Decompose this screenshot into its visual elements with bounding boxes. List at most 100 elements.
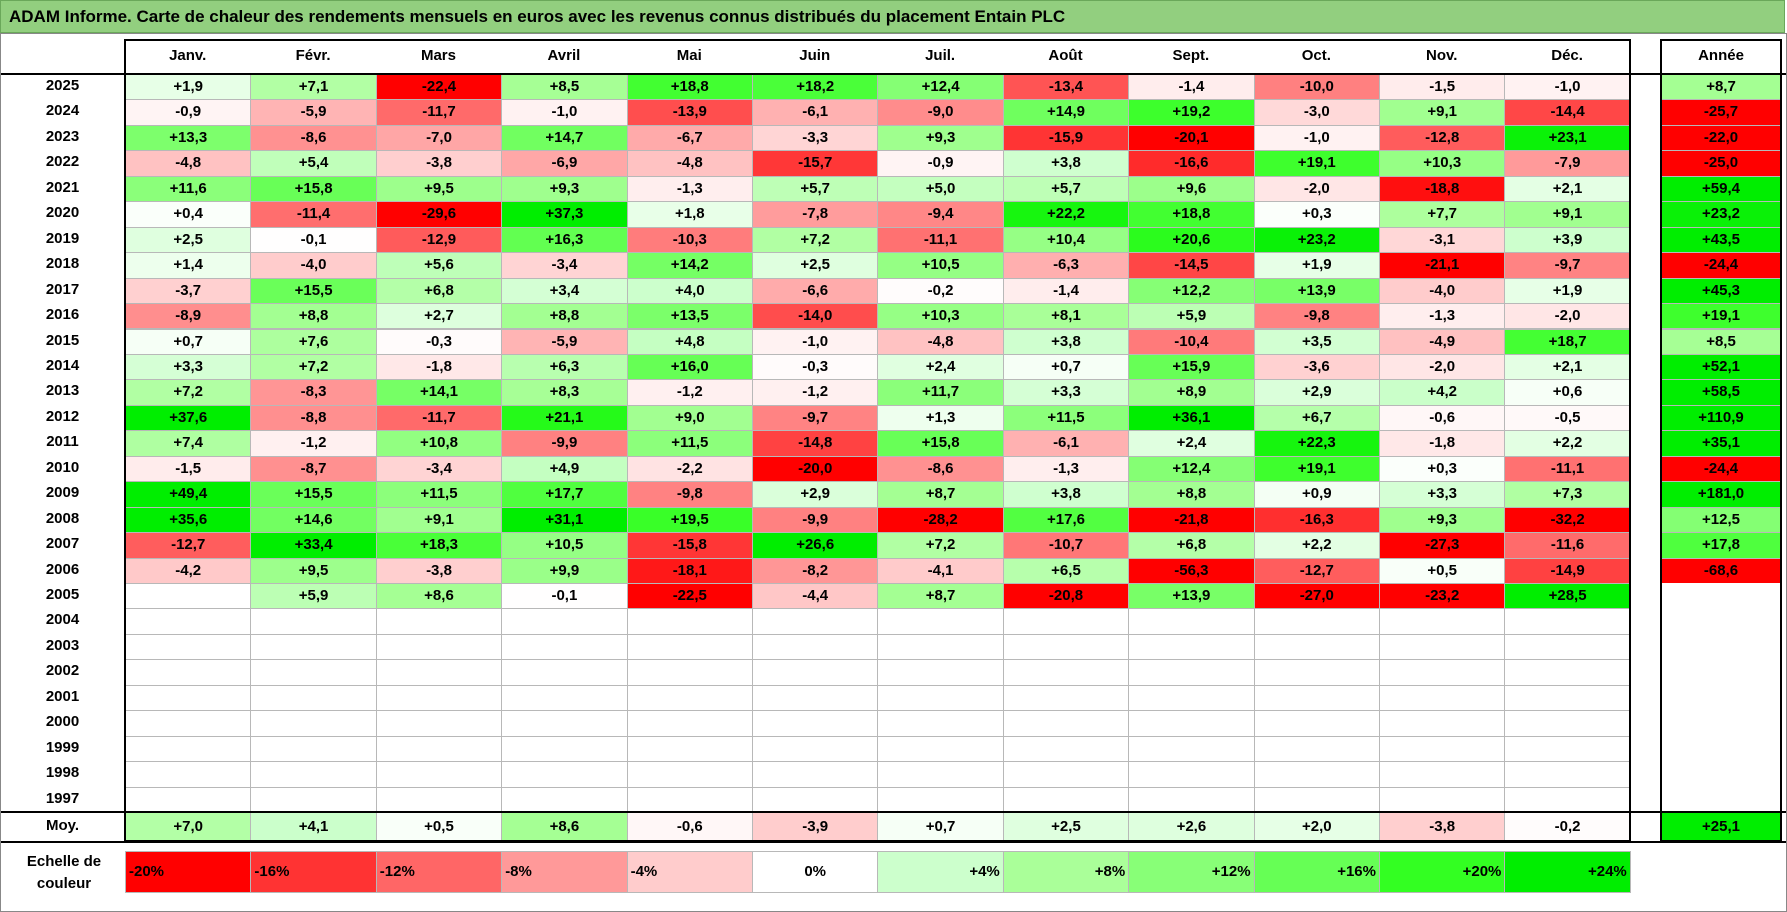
heatmap-cell: -0,2 — [877, 277, 1004, 305]
color-scale-step: +4% — [877, 851, 1004, 893]
heatmap-cell: +14,1 — [375, 379, 503, 406]
heatmap-cell: +19,5 — [626, 506, 753, 534]
heatmap-cell — [250, 761, 377, 788]
heatmap-cell: -7,9 — [1504, 150, 1631, 177]
year-label: 2024 — [45, 102, 80, 120]
heatmap-cell: +7,1 — [250, 74, 377, 101]
annual-cell — [1660, 761, 1782, 788]
annual-cell: +8,7 — [1660, 74, 1782, 101]
heatmap-cell: -14,5 — [1128, 252, 1255, 279]
heatmap-cell: -5,9 — [501, 328, 628, 355]
heatmap-cell — [1128, 710, 1255, 737]
year-label: 2000 — [45, 713, 80, 731]
heatmap-cell — [1253, 761, 1380, 788]
year-label: 2019 — [45, 229, 80, 247]
heatmap-cell — [125, 608, 252, 635]
heatmap-cell — [250, 735, 377, 763]
heatmap-cell — [752, 659, 879, 686]
heatmap-cell: -9,8 — [626, 481, 753, 508]
year-label: 2017 — [45, 280, 80, 298]
heatmap-cell: +8,1 — [1002, 303, 1130, 330]
heatmap-cell: +1,3 — [877, 404, 1004, 432]
heatmap-cell — [1504, 786, 1631, 814]
year-label: 2004 — [45, 611, 80, 629]
heatmap-cell: +11,6 — [125, 175, 252, 203]
month-header: Oct. — [1301, 47, 1331, 64]
heatmap-cell: -2,0 — [1504, 303, 1631, 330]
heatmap-cell: -6,7 — [626, 124, 753, 152]
heatmap-cell: -16,6 — [1128, 150, 1255, 177]
heatmap-cell — [1504, 735, 1631, 763]
heatmap-cell: -3,7 — [125, 277, 252, 305]
heatmap-cell: +10,5 — [501, 532, 628, 559]
heatmap-cell: +9,3 — [501, 175, 628, 203]
heatmap-cell — [1253, 786, 1380, 814]
heatmap-cell: +5,4 — [250, 150, 377, 177]
annual-cell — [1660, 583, 1782, 610]
heatmap-cell: +6,8 — [375, 277, 503, 305]
heatmap-cell: +5,6 — [375, 252, 503, 279]
heatmap-cell: +3,3 — [1002, 379, 1130, 406]
heatmap-cell: +11,5 — [1002, 404, 1130, 432]
color-scale-step: 0% — [752, 851, 879, 893]
heatmap-cell: +14,2 — [626, 252, 753, 279]
heatmap-cell: +0,4 — [125, 201, 252, 228]
heatmap-cell: +4,0 — [626, 277, 753, 305]
heatmap-cell: -4,4 — [752, 583, 879, 610]
heatmap-cell — [1504, 608, 1631, 635]
heatmap-cell — [1128, 659, 1255, 686]
heatmap-cell — [1504, 659, 1631, 686]
heatmap-cell: -20,0 — [752, 455, 879, 483]
heatmap-cell: -9,9 — [501, 430, 628, 457]
heatmap-cell — [1253, 659, 1380, 686]
heatmap-cell — [1253, 633, 1380, 661]
heatmap-cell: +9,6 — [1128, 175, 1255, 203]
annual-cell — [1660, 608, 1782, 635]
heatmap-cell: -13,4 — [1002, 74, 1130, 101]
heatmap-cell: -1,8 — [1379, 430, 1506, 457]
color-scale-step: -20% — [125, 851, 252, 893]
heatmap-cell: -3,0 — [1253, 99, 1380, 126]
heatmap-cell: +9,1 — [375, 506, 503, 534]
heatmap-cell: +33,4 — [250, 532, 377, 559]
heatmap-cell: +19,1 — [1253, 455, 1380, 483]
heatmap-cell: -27,0 — [1253, 583, 1380, 610]
heatmap-cell: -0,9 — [125, 99, 252, 126]
annual-cell — [1660, 786, 1782, 814]
heatmap-cell: -4,2 — [125, 557, 252, 584]
year-label: 2014 — [45, 356, 80, 374]
heatmap-cell: +7,7 — [1379, 201, 1506, 228]
heatmap-cell: +0,3 — [1253, 201, 1380, 228]
heatmap-cell: +7,6 — [250, 328, 377, 355]
heatmap-cell: +2,5 — [752, 252, 879, 279]
heatmap-cell: +9,9 — [501, 557, 628, 584]
heatmap-cell: -0,1 — [501, 583, 628, 610]
heatmap-cell: -1,0 — [1253, 124, 1380, 152]
annual-cell: +45,3 — [1660, 277, 1782, 305]
heatmap-cell: +2,7 — [375, 303, 503, 330]
heatmap-cell: -10,0 — [1253, 74, 1380, 101]
heatmap-cell — [877, 633, 1004, 661]
annual-cell: +43,5 — [1660, 226, 1782, 254]
average-cell: +2,0 — [1253, 812, 1380, 842]
heatmap-cell: -11,7 — [375, 404, 503, 432]
heatmap-cell: +23,2 — [1253, 226, 1380, 254]
color-scale-step: -8% — [501, 851, 628, 893]
heatmap-cell: +4,2 — [1379, 379, 1506, 406]
heatmap-cell — [375, 735, 503, 763]
heatmap-cell — [752, 633, 879, 661]
annual-cell: +52,1 — [1660, 353, 1782, 381]
heatmap-cell — [250, 710, 377, 737]
heatmap-cell: +11,5 — [626, 430, 753, 457]
annual-cell — [1660, 659, 1782, 686]
year-label: 2008 — [45, 509, 80, 527]
annual-cell: +19,1 — [1660, 303, 1782, 330]
average-cell: +8,6 — [501, 812, 628, 842]
heatmap-cell: +7,2 — [877, 532, 1004, 559]
heatmap-cell: +21,1 — [501, 404, 628, 432]
heatmap-cell — [752, 786, 879, 814]
heatmap-cell: -11,4 — [250, 201, 377, 228]
heatmap-cell: -13,9 — [626, 99, 753, 126]
heatmap-cell: -9,8 — [1253, 303, 1380, 330]
